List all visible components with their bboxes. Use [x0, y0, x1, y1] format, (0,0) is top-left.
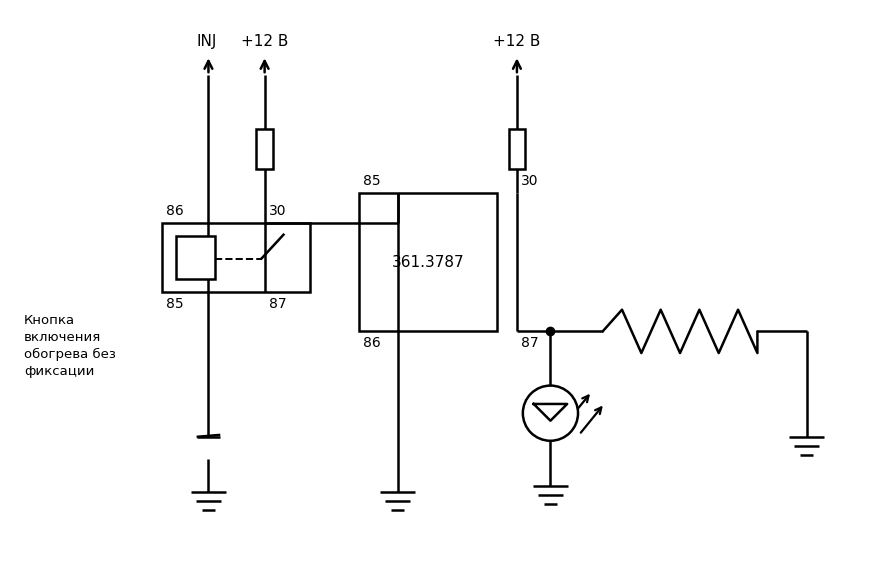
Text: 85: 85: [362, 174, 380, 189]
Text: 86: 86: [362, 336, 380, 350]
Text: 85: 85: [166, 297, 183, 311]
Circle shape: [522, 385, 578, 441]
Text: 87: 87: [520, 336, 538, 350]
Text: +12 В: +12 В: [241, 33, 288, 48]
Bar: [508, 129, 525, 168]
Text: INJ: INJ: [196, 33, 216, 48]
Text: 30: 30: [268, 204, 286, 218]
Text: 87: 87: [268, 297, 286, 311]
Text: Кнопка
включения
обогрева без
фиксации: Кнопка включения обогрева без фиксации: [24, 314, 116, 378]
Bar: [162, 223, 309, 292]
Text: 30: 30: [520, 174, 538, 189]
Bar: [175, 236, 215, 279]
Text: 86: 86: [166, 204, 183, 218]
Text: +12 В: +12 В: [493, 33, 540, 48]
Bar: [359, 193, 497, 331]
Bar: [256, 129, 273, 168]
Text: 361.3787: 361.3787: [392, 255, 464, 270]
